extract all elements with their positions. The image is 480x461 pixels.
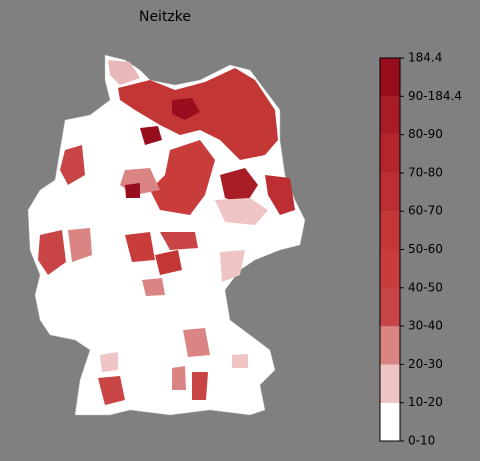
colorbar-label: 70-80 [408,165,443,179]
region [125,183,140,198]
colorbar-label: 0-10 [408,434,435,448]
region [155,250,182,275]
colorbar-segment [380,249,400,288]
colorbar-segment [380,58,400,97]
colorbar-label: 80-90 [408,127,443,141]
colorbar-segment [380,96,400,135]
region [160,232,198,250]
region [220,250,245,282]
region [118,68,278,160]
region [172,366,186,390]
colorbar-label: 184.4 [408,51,442,65]
region [125,232,155,262]
region [183,328,210,357]
colorbar-label: 10-20 [408,395,443,409]
region [172,98,200,120]
region [68,228,92,262]
colorbar-segment [380,134,400,173]
colorbar-label: 90-184.4 [408,89,462,103]
colorbar-segment [380,172,400,212]
colorbar-label: 20-30 [408,357,443,371]
germany-map [27,54,306,416]
region [38,230,66,275]
colorbar-segment [380,211,400,250]
map-title: Neitzke [139,9,191,25]
colorbar: 0-10 10-20 20-30 30-40 40-50 50-60 60-70 70-80 8… [379,51,462,448]
colorbar-segment [380,287,400,327]
region [142,278,165,296]
colorbar-segment [380,364,400,403]
region [192,372,208,400]
colorbar-label: 50-60 [408,242,443,256]
colorbar-label: 60-70 [408,204,443,218]
region [215,198,268,225]
region [140,126,162,145]
region [265,175,295,215]
region [220,168,258,205]
region [60,145,85,185]
region [100,352,118,372]
region [98,376,125,405]
colorbar-segment [380,402,400,441]
colorbar-segment [380,326,400,365]
region [150,140,215,215]
colorbar-label: 30-40 [408,319,443,333]
region [108,60,140,85]
colorbar-label: 40-50 [408,280,443,294]
region [232,354,248,368]
